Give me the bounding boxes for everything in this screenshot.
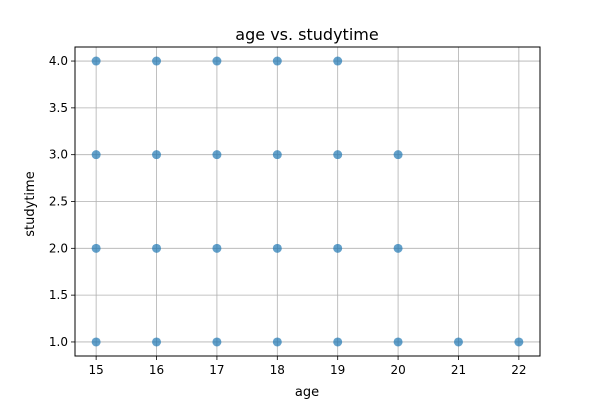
y-tick-label: 1.0 [49,335,68,349]
data-point-14 [272,243,282,253]
data-points [91,56,524,347]
data-point-12 [152,243,162,253]
x-tick-label: 17 [209,363,224,377]
data-point-21 [333,337,343,347]
x-tick-label: 15 [88,363,103,377]
data-point-10 [393,150,403,160]
y-tick-label: 3.5 [49,101,68,115]
data-point-23 [453,337,463,347]
grid-lines [75,47,540,356]
x-tick-label: 19 [330,363,345,377]
y-tick-label: 4.0 [49,54,68,68]
chart-title: age vs. studytime [235,25,378,44]
data-point-9 [333,150,343,160]
y-tick-label: 1.5 [49,288,68,302]
data-point-19 [212,337,222,347]
x-axis-label: age [295,385,319,400]
data-point-18 [152,337,162,347]
data-point-2 [212,56,222,66]
data-point-13 [212,243,222,253]
y-tick-label: 2.5 [49,195,68,209]
x-tick-label: 18 [270,363,285,377]
x-tick-label: 20 [390,363,405,377]
y-tick-label: 2.0 [49,241,68,255]
y-tick-label: 3.0 [49,148,68,162]
x-axis-ticks: 15 16 17 18 19 20 21 22 [88,356,527,377]
y-axis-ticks: 1.0 1.5 2.0 2.5 3.0 3.5 4.0 [49,54,75,349]
data-point-17 [91,337,101,347]
data-point-7 [212,150,222,160]
data-point-16 [393,243,403,253]
data-point-6 [152,150,162,160]
data-point-20 [272,337,282,347]
data-point-22 [393,337,403,347]
data-point-4 [333,56,343,66]
data-point-0 [91,56,101,66]
data-point-5 [91,150,101,160]
data-point-8 [272,150,282,160]
x-tick-label: 16 [149,363,164,377]
data-point-11 [91,243,101,253]
data-point-1 [152,56,162,66]
x-tick-label: 22 [511,363,526,377]
y-axis-label: studytime [23,171,38,236]
x-tick-label: 21 [451,363,466,377]
data-point-15 [333,243,343,253]
data-point-24 [514,337,524,347]
data-point-3 [272,56,282,66]
